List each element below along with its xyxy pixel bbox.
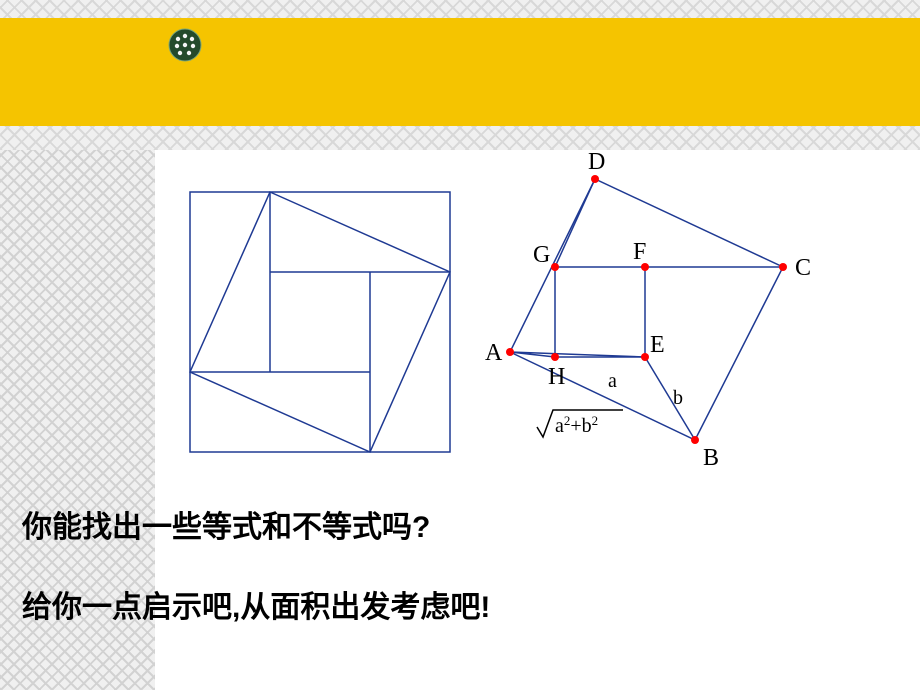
right-diagram: A B C D G F H E a b a2+b2 [485, 152, 811, 471]
diagrams: A B C D G F H E a b a2+b2 [155, 152, 920, 482]
label-C: C [795, 255, 811, 281]
svg-text:a2+b2: a2+b2 [555, 413, 598, 438]
left-diagram [190, 192, 450, 452]
label-G: G [533, 242, 550, 268]
decorative-ball-icon [168, 28, 202, 62]
label-E: E [650, 332, 665, 358]
label-F: F [633, 239, 646, 265]
label-b: b [673, 387, 683, 409]
gold-banner [0, 18, 920, 126]
label-D: D [588, 152, 605, 175]
label-H: H [548, 364, 565, 390]
label-A: A [485, 340, 503, 366]
question-text-2: 给你一点启示吧,从面积出发考虑吧! [22, 582, 490, 626]
question-text-1: 你能找出一些等式和不等式吗? [22, 502, 430, 546]
label-B: B [703, 445, 719, 471]
label-a: a [608, 370, 617, 392]
label-hypotenuse: a2+b2 [537, 410, 623, 437]
